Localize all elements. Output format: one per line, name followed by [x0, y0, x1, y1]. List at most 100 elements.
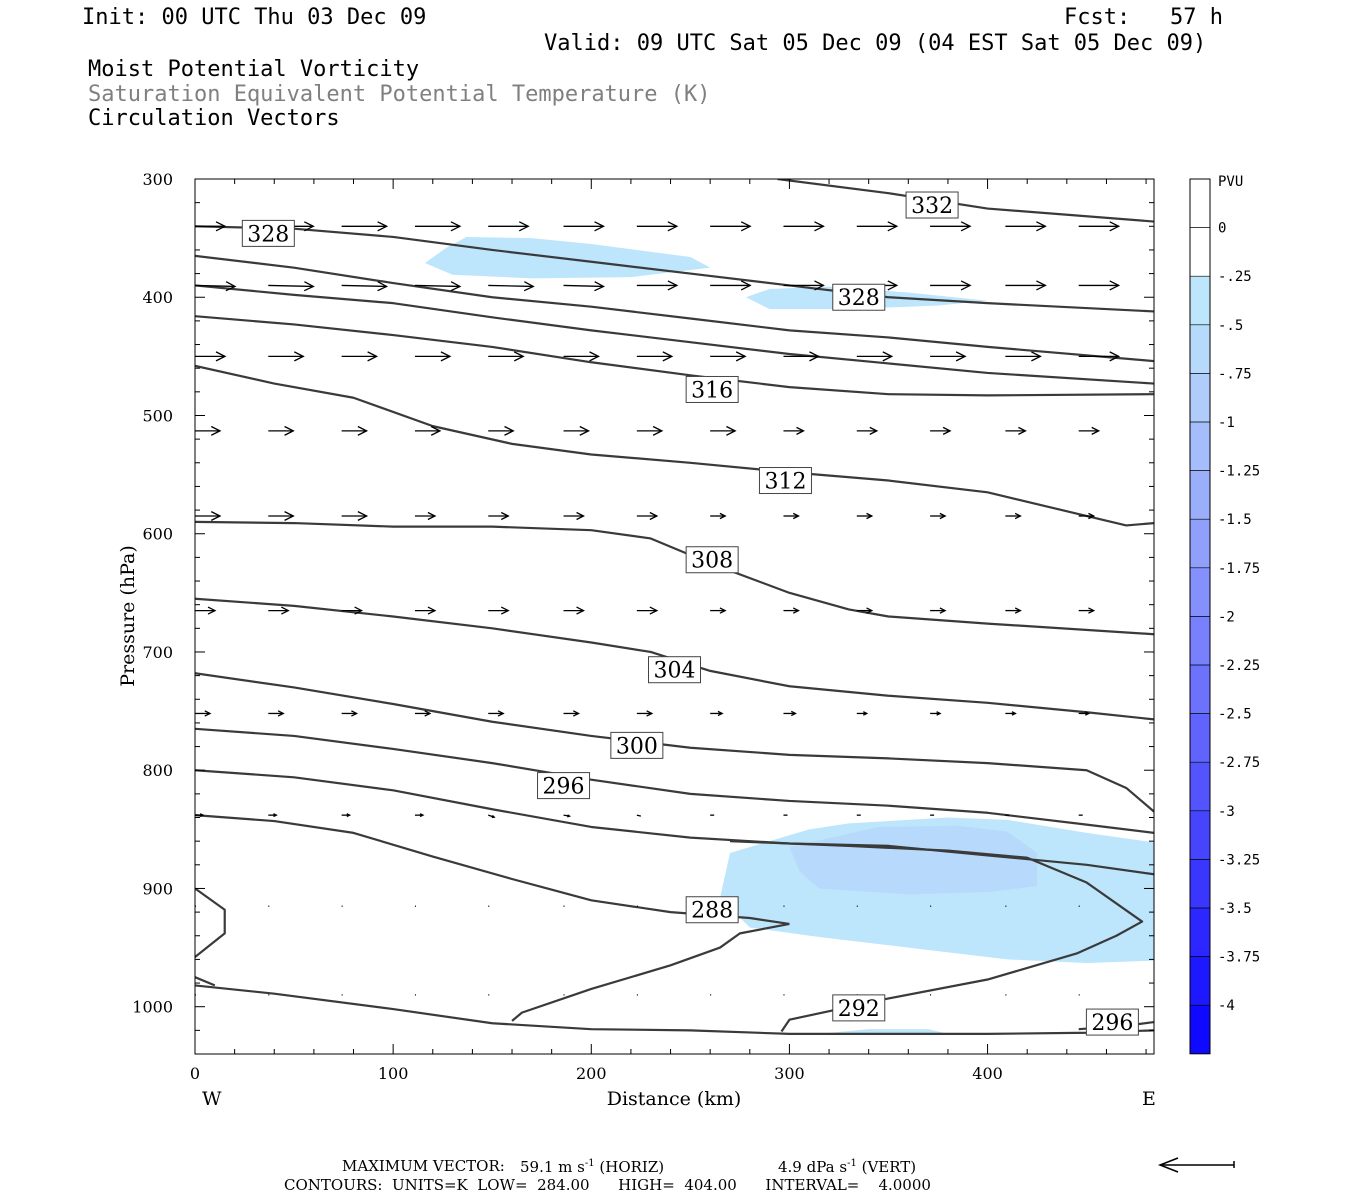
contour-label: 308 [685, 546, 739, 574]
circulation-vector [195, 606, 217, 615]
y-tick-label: 800 [142, 761, 173, 780]
contour-line [195, 520, 1154, 636]
colorbar-swatch [1190, 810, 1210, 860]
circulation-vector [563, 425, 590, 436]
circulation-vector [1005, 607, 1022, 614]
circulation-vector [268, 813, 278, 818]
circulation-vector [414, 281, 462, 292]
field-title-theta-es: Saturation Equivalent Potential Temperat… [88, 82, 711, 107]
reference-vector [1157, 1157, 1235, 1173]
circulation-vector [563, 606, 585, 615]
circulation-vector [930, 351, 967, 362]
colorbar-swatch [1190, 422, 1210, 471]
colorbar-swatch [1190, 762, 1210, 811]
circulation-vector [930, 607, 947, 614]
contour-label: 328 [241, 219, 295, 247]
colorbar-swatch [1190, 227, 1210, 277]
circulation-vector [636, 280, 679, 291]
svg-text:292: 292 [838, 997, 880, 1022]
colorbar-swatch [1190, 713, 1210, 763]
circulation-vector [783, 280, 825, 291]
circulation-vector [268, 710, 285, 717]
contour-label: 296 [537, 772, 591, 800]
circulation-vector [488, 710, 505, 717]
colorbar-label: -2.5 [1218, 707, 1252, 723]
max-vector-label: MAXIMUM VECTOR: [342, 1157, 505, 1175]
colorbar-label: -1.5 [1218, 512, 1252, 528]
svg-text:288: 288 [691, 899, 733, 924]
y-tick-label: 1000 [132, 998, 173, 1017]
pv-shaded-region [424, 236, 711, 279]
circulation-vector [414, 425, 442, 436]
circulation-vector [1078, 426, 1101, 435]
circulation-vector [488, 221, 530, 232]
circulation-vector [856, 351, 894, 362]
circulation-vector [341, 710, 359, 717]
svg-text:296: 296 [1091, 1011, 1133, 1036]
contour-line [195, 284, 1154, 385]
contour-line [195, 887, 226, 958]
colorbar-swatch [1190, 665, 1210, 714]
circulation-vector [341, 281, 389, 292]
colorbar-label: -1.25 [1218, 464, 1260, 480]
circulation-vector [195, 351, 227, 362]
circulation-vector [710, 351, 747, 362]
colorbar-swatch [1190, 373, 1210, 422]
x-end-label: E [1142, 1088, 1156, 1110]
circulation-vector [195, 425, 222, 436]
circulation-vector [488, 425, 515, 436]
circulation-vector [563, 281, 605, 292]
circulation-vector [341, 221, 389, 232]
contour-line [195, 769, 1154, 876]
circulation-vector [1078, 607, 1096, 614]
colorbar-swatch [1190, 859, 1210, 908]
contour-label: 316 [685, 375, 739, 403]
circulation-vector [1005, 426, 1027, 435]
circulation-vector [783, 221, 825, 232]
x-start-label: W [202, 1088, 222, 1110]
y-tick-label: 400 [142, 288, 173, 307]
circulation-vector [710, 607, 727, 614]
circulation-vector [783, 426, 805, 435]
circulation-vector [930, 426, 952, 435]
colorbar-swatch [1190, 179, 1210, 228]
circulation-vector [414, 221, 462, 232]
contour-label: 312 [758, 467, 812, 495]
circulation-vector [930, 512, 947, 520]
y-tick-label: 900 [142, 879, 173, 898]
x-tick-label: 0 [190, 1064, 200, 1083]
circulation-vector [563, 511, 585, 521]
circulation-vector [563, 814, 571, 818]
valid-time: Valid: 09 UTC Sat 05 Dec 09 (04 EST Sat … [544, 31, 1207, 56]
circulation-vector [636, 710, 654, 717]
circulation-vector [341, 351, 379, 362]
circulation-vector [195, 281, 237, 292]
circulation-vector [195, 511, 222, 521]
field-title-vectors: Circulation Vectors [88, 106, 340, 131]
forecast-hour: Fcst: 57 h [1064, 5, 1223, 30]
circulation-vector [563, 710, 580, 717]
circulation-vector [414, 351, 452, 362]
contour-line [195, 315, 1154, 397]
circulation-vector [488, 814, 496, 819]
circulation-vector [1005, 711, 1017, 716]
circulation-vector [1078, 280, 1121, 291]
colorbar-label: -.5 [1218, 318, 1243, 334]
plot-frame [194, 178, 1155, 1055]
colorbar-swatch [1190, 470, 1210, 520]
colorbar-swatch [1190, 519, 1210, 568]
colorbar-swatch [1190, 908, 1210, 957]
colorbar-label: -3 [1218, 804, 1235, 820]
svg-text:328: 328 [247, 222, 289, 247]
contour-line [195, 727, 1154, 834]
circulation-vector [856, 607, 874, 614]
contour-line [195, 225, 1154, 313]
x-tick-label: 200 [576, 1064, 607, 1083]
colorbar-label: -.75 [1218, 366, 1252, 382]
y-tick-label: 300 [142, 170, 173, 189]
contour-line [195, 672, 1154, 813]
colorbar-label: 0 [1218, 221, 1226, 237]
contour-line [195, 364, 1154, 527]
colorbar-label: -2.25 [1218, 658, 1260, 674]
colorbar-label: -.25 [1218, 269, 1252, 285]
